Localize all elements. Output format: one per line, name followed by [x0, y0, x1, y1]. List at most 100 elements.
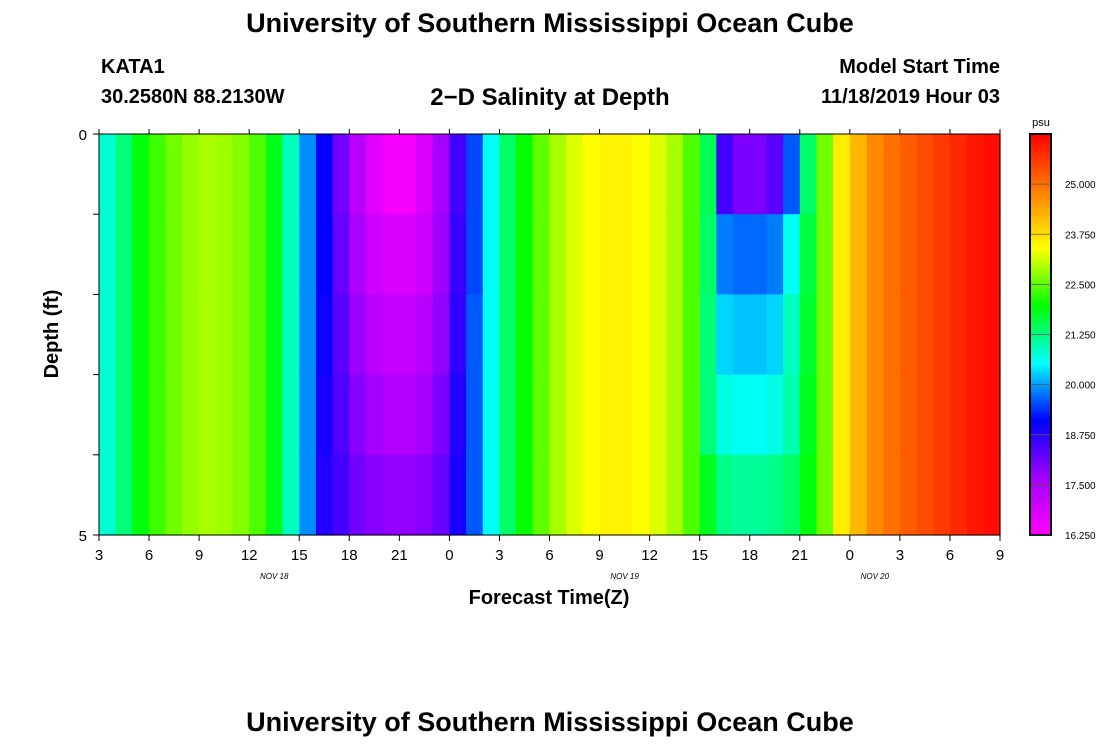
heatmap-cell: [449, 214, 467, 295]
heatmap-cell: [449, 134, 467, 215]
heatmap-cell: [416, 294, 434, 376]
heatmap-cell: [816, 134, 834, 215]
heatmap-cell: [966, 374, 984, 456]
heatmap-cell: [632, 134, 651, 215]
heatmap-cell: [482, 294, 501, 376]
heatmap-cell: [949, 294, 968, 376]
y-tick-label: 5: [79, 528, 87, 545]
heatmap-cell: [315, 214, 334, 295]
heatmap-cell: [849, 374, 868, 456]
heatmap-cell: [499, 214, 517, 295]
heatmap-cell: [749, 454, 768, 536]
heatmap-cell: [432, 294, 450, 376]
heatmap-cell: [849, 134, 868, 215]
heatmap-cell: [549, 454, 567, 536]
heatmap-cell: [716, 294, 734, 376]
heatmap-cell: [99, 454, 117, 536]
heatmap-cell: [933, 454, 951, 536]
heatmap-cell: [733, 374, 751, 456]
heatmap-cell: [115, 294, 133, 376]
colorbar-ticks: 25.000 23.750 22.500 21.250 20.000 18.750 17.5…: [1030, 180, 1096, 542]
heatmap-cell: [416, 214, 434, 295]
heatmap-cell: [299, 294, 317, 376]
heatmap-cell: [599, 294, 617, 376]
heatmap-cell: [916, 134, 934, 215]
heatmap-cell: [482, 134, 501, 215]
heatmap-cell: [432, 374, 450, 456]
salinity-heatmap-chart: 3 6 9 12 15 18 21 0 3 6 9 12 15 18 21 0 3 6 9 NOV 18 NOV 19 N…: [41, 117, 1096, 609]
colorbar: psu 25.000 23.750 22.500 21.250 20.000 18.750…: [1029, 117, 1096, 542]
heatmap-cell: [699, 374, 717, 456]
chart-title: 2−D Salinity at Depth: [430, 84, 670, 111]
heatmap-cell: [866, 374, 884, 456]
model-start-value: 11/18/2019 Hour 03: [820, 86, 1000, 108]
heatmap-cell: [516, 294, 534, 376]
heatmap-cell: [315, 294, 334, 376]
heatmap-cell: [933, 134, 951, 215]
station-coordinates: 30.2580N 88.2130W: [101, 86, 285, 108]
heatmap-cell: [666, 294, 684, 376]
heatmap-cell: [549, 294, 567, 376]
heatmap-cell: [99, 374, 117, 456]
heatmap-cell: [883, 374, 901, 456]
heatmap-cell: [749, 374, 768, 456]
heatmap-cell: [883, 294, 901, 376]
heatmap-cell: [983, 214, 1001, 295]
colorbar-tick-label: 21.250: [1065, 331, 1096, 342]
colorbar-unit-label: psu: [1032, 117, 1050, 129]
heatmap-cell: [199, 294, 217, 376]
heatmap-cell: [516, 134, 534, 215]
heatmap-cell: [132, 294, 150, 376]
heatmap-cell: [949, 374, 968, 456]
heatmap-cell: [899, 134, 918, 215]
heatmap-cell: [165, 454, 184, 536]
heatmap-cell: [966, 454, 984, 536]
x-tick-label: 21: [391, 547, 408, 564]
x-axis: 3 6 9 12 15 18 21 0 3 6 9 12 15 18 21 0 3 6 9 NOV 18 NOV 19 N…: [95, 129, 1004, 581]
heatmap-cell: [766, 214, 784, 295]
heatmap-cell: [265, 214, 284, 295]
x-tick-label: 6: [545, 547, 553, 564]
heatmap-cell: [115, 374, 133, 456]
heatmap-cell: [482, 214, 501, 295]
heatmap-cell: [866, 454, 884, 536]
heatmap-cell: [682, 214, 701, 295]
heatmap-cell: [582, 374, 601, 456]
heatmap-cell: [466, 374, 484, 456]
heatmap-cell: [616, 294, 634, 376]
heatmap-cell: [299, 214, 317, 295]
x-tick-label: 9: [996, 547, 1004, 564]
heatmap-cell: [532, 134, 551, 215]
heatmap-cell: [165, 214, 184, 295]
heatmap-cell: [432, 134, 450, 215]
heatmap-cell: [132, 454, 150, 536]
heatmap-cell: [916, 374, 934, 456]
heatmap-cell: [132, 214, 150, 295]
heatmap-cell: [733, 294, 751, 376]
heatmap-cell: [199, 134, 217, 215]
heatmap-cell: [699, 454, 717, 536]
date-label: NOV 20: [861, 572, 890, 581]
heatmap-cell: [916, 454, 934, 536]
heatmap-cell: [883, 134, 901, 215]
heatmap-cell: [482, 374, 501, 456]
colorbar-tick-label: 20.000: [1065, 381, 1096, 392]
station-id: KATA1: [101, 56, 165, 78]
heatmap-cell: [232, 214, 250, 295]
heatmap-cell: [849, 214, 868, 295]
heatmap-cell: [215, 214, 234, 295]
colorbar-tick-label: 18.750: [1065, 431, 1096, 442]
heatmap-cell: [682, 374, 701, 456]
heatmap-cell: [799, 294, 818, 376]
heatmap-cell: [983, 454, 1001, 536]
heatmap-cell: [682, 134, 701, 215]
heatmap-cell: [616, 134, 634, 215]
heatmap-cell: [916, 294, 934, 376]
heatmap-cell: [299, 134, 317, 215]
heatmap-cell: [649, 454, 667, 536]
heatmap-cell: [916, 214, 934, 295]
heatmap-cell: [833, 454, 851, 536]
heatmap-cell: [349, 374, 367, 456]
heatmap-cell: [949, 134, 968, 215]
heatmap-cell: [482, 454, 501, 536]
